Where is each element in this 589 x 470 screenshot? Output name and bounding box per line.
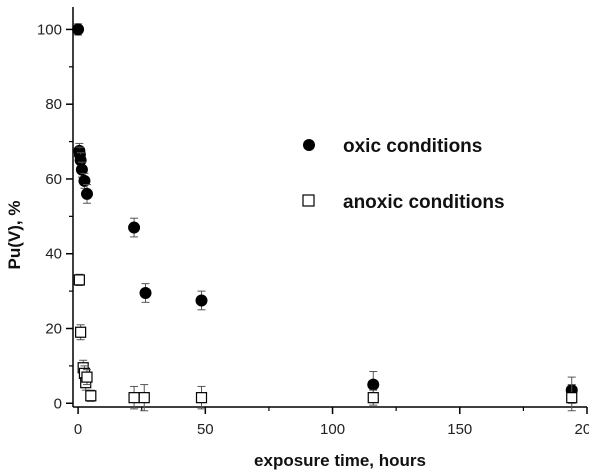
x-tick-label: 200 [574,421,589,438]
x-axis-title: exposure time, hours [254,451,426,470]
y-tick-label: 20 [45,320,62,337]
data-point-oxic [367,378,380,391]
data-point-anoxic [73,274,85,286]
y-tick-label: 100 [37,21,62,38]
y-axis-ticks: 0 20 40 60 80 100 [37,21,73,412]
data-point-oxic [128,221,141,234]
data-point-oxic [195,294,208,307]
x-tick-label: 0 [74,421,82,438]
data-point-oxic [78,174,91,187]
y-axis-title: Pu(V), % [5,201,24,270]
data-point-oxic [75,163,88,176]
data-point-anoxic [128,392,140,404]
y-tick-label: 80 [45,96,62,113]
data-point-anoxic [138,392,150,404]
y-tick-label: 40 [45,246,62,263]
x-axis-ticks: 0 50 100 150 200 [74,407,589,438]
legend-label-anoxic: anoxic conditions [343,192,505,213]
series-anoxic [73,273,578,412]
legend: oxic conditions anoxic conditions [302,136,505,213]
x-tick-label: 150 [447,421,472,438]
legend-marker-anoxic [302,194,315,207]
data-point-anoxic [367,392,379,404]
x-tick-label: 100 [320,421,345,438]
plot-frame [72,7,587,408]
y-tick-label: 0 [54,395,62,412]
data-point-oxic [72,23,85,36]
data-point-oxic [80,187,93,200]
data-point-anoxic [195,392,208,404]
data-point-anoxic [81,371,93,383]
series-layer [72,23,578,412]
y-tick-label: 60 [45,171,62,188]
data-point-anoxic [85,390,97,402]
x-tick-label: 50 [197,421,214,438]
legend-marker-oxic [303,139,315,151]
data-point-anoxic [566,392,578,404]
data-point-anoxic [75,326,87,338]
legend-label-oxic: oxic conditions [343,136,482,157]
data-point-oxic [139,286,152,299]
